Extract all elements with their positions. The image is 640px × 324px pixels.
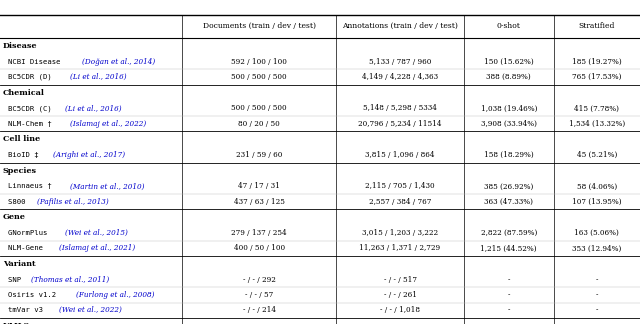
Text: 1,534 (13.32%): 1,534 (13.32%) — [569, 120, 625, 128]
Text: - / - / 1,018: - / - / 1,018 — [380, 306, 420, 314]
Text: 2,557 / 384 / 767: 2,557 / 384 / 767 — [369, 198, 431, 206]
Text: -: - — [596, 291, 598, 299]
Text: 592 / 100 / 100: 592 / 100 / 100 — [231, 58, 287, 66]
Text: 400 / 50 / 100: 400 / 50 / 100 — [234, 244, 285, 252]
Text: NCBI Disease: NCBI Disease — [8, 59, 65, 65]
Text: (Wei et al., 2022): (Wei et al., 2022) — [59, 306, 122, 314]
Text: Annotations (train / dev / test): Annotations (train / dev / test) — [342, 22, 458, 30]
Text: Gene: Gene — [3, 214, 26, 221]
Text: -: - — [508, 276, 510, 284]
Text: 231 / 59 / 60: 231 / 59 / 60 — [236, 151, 282, 159]
Text: BC5CDR (C): BC5CDR (C) — [8, 105, 52, 112]
Text: (Furlong et al., 2008): (Furlong et al., 2008) — [76, 291, 155, 299]
Text: 158 (18.29%): 158 (18.29%) — [484, 151, 534, 159]
Text: 58 (4.06%): 58 (4.06%) — [577, 182, 617, 191]
Text: 500 / 500 / 500: 500 / 500 / 500 — [232, 104, 287, 112]
Text: 20,796 / 5,234 / 11514: 20,796 / 5,234 / 11514 — [358, 120, 442, 128]
Text: 47 / 17 / 31: 47 / 17 / 31 — [238, 182, 280, 191]
Text: BC5CDR (D): BC5CDR (D) — [8, 74, 56, 80]
Text: 3,815 / 1,096 / 864: 3,815 / 1,096 / 864 — [365, 151, 435, 159]
Text: (Li et al., 2016): (Li et al., 2016) — [65, 104, 122, 112]
Text: 11,263 / 1,371 / 2,729: 11,263 / 1,371 / 2,729 — [360, 244, 440, 252]
Text: - / - / 214: - / - / 214 — [243, 306, 276, 314]
Text: - / - / 261: - / - / 261 — [383, 291, 417, 299]
Text: (Martin et al., 2010): (Martin et al., 2010) — [70, 182, 145, 191]
Text: 2,822 (87.59%): 2,822 (87.59%) — [481, 229, 537, 237]
Text: Cell line: Cell line — [3, 135, 40, 143]
Text: 437 / 63 / 125: 437 / 63 / 125 — [234, 198, 285, 206]
Text: 363 (47.33%): 363 (47.33%) — [484, 198, 533, 206]
Text: UMLS: UMLS — [3, 322, 29, 324]
Text: GNormPlus: GNormPlus — [8, 230, 52, 236]
Text: 388 (8.89%): 388 (8.89%) — [486, 73, 531, 81]
Text: Stratified: Stratified — [579, 22, 615, 30]
Text: (Arighi et al., 2017): (Arighi et al., 2017) — [54, 151, 125, 159]
Text: - / - / 292: - / - / 292 — [243, 276, 276, 284]
Text: -: - — [596, 306, 598, 314]
Text: 150 (15.62%): 150 (15.62%) — [484, 58, 534, 66]
Text: Chemical: Chemical — [3, 89, 44, 97]
Text: 0-shot: 0-shot — [497, 22, 521, 30]
Text: Variant: Variant — [3, 260, 35, 268]
Text: Disease: Disease — [3, 42, 37, 50]
Text: 385 (26.92%): 385 (26.92%) — [484, 182, 534, 191]
Text: -: - — [508, 306, 510, 314]
Text: Documents (train / dev / test): Documents (train / dev / test) — [203, 22, 316, 30]
Text: 5,148 / 5,298 / 5334: 5,148 / 5,298 / 5334 — [363, 104, 437, 112]
Text: (Islamaj et al., 2021): (Islamaj et al., 2021) — [59, 244, 136, 252]
Text: Species: Species — [3, 167, 36, 175]
Text: 1,215 (44.52%): 1,215 (44.52%) — [481, 244, 537, 252]
Text: 5,133 / 787 / 960: 5,133 / 787 / 960 — [369, 58, 431, 66]
Text: (Thomas et al., 2011): (Thomas et al., 2011) — [31, 276, 109, 284]
Text: 80 / 20 / 50: 80 / 20 / 50 — [238, 120, 280, 128]
Text: 765 (17.53%): 765 (17.53%) — [572, 73, 621, 81]
Text: NLM-Gene: NLM-Gene — [8, 245, 48, 251]
Text: (Doğan et al., 2014): (Doğan et al., 2014) — [82, 58, 155, 66]
Text: - / - / 57: - / - / 57 — [245, 291, 273, 299]
Text: 107 (13.95%): 107 (13.95%) — [572, 198, 621, 206]
Text: 3,015 / 1,203 / 3,222: 3,015 / 1,203 / 3,222 — [362, 229, 438, 237]
Text: 163 (5.06%): 163 (5.06%) — [574, 229, 620, 237]
Text: 415 (7.78%): 415 (7.78%) — [574, 104, 620, 112]
Text: (Pafilis et al., 2013): (Pafilis et al., 2013) — [36, 198, 108, 206]
Text: 45 (5.21%): 45 (5.21%) — [577, 151, 617, 159]
Text: tmVar v3: tmVar v3 — [8, 307, 48, 313]
Text: (Wei et al., 2015): (Wei et al., 2015) — [65, 229, 127, 237]
Text: 353 (12.94%): 353 (12.94%) — [572, 244, 621, 252]
Text: (Islamaj et al., 2022): (Islamaj et al., 2022) — [70, 120, 147, 128]
Text: 185 (19.27%): 185 (19.27%) — [572, 58, 621, 66]
Text: 279 / 137 / 254: 279 / 137 / 254 — [232, 229, 287, 237]
Text: 2,115 / 705 / 1,430: 2,115 / 705 / 1,430 — [365, 182, 435, 191]
Text: (Li et al., 2016): (Li et al., 2016) — [70, 73, 127, 81]
Text: - / - / 517: - / - / 517 — [383, 276, 417, 284]
Text: 1,038 (19.46%): 1,038 (19.46%) — [481, 104, 537, 112]
Text: S800: S800 — [8, 199, 30, 205]
Text: -: - — [508, 291, 510, 299]
Text: -: - — [596, 276, 598, 284]
Text: BioID ‡: BioID ‡ — [8, 152, 44, 158]
Text: Osiris v1.2: Osiris v1.2 — [8, 292, 61, 298]
Text: SNP: SNP — [8, 277, 26, 283]
Text: 3,908 (33.94%): 3,908 (33.94%) — [481, 120, 537, 128]
Text: 4,149 / 4,228 / 4,363: 4,149 / 4,228 / 4,363 — [362, 73, 438, 81]
Text: Linnaeus †: Linnaeus † — [8, 183, 56, 190]
Text: NLM-Chem †: NLM-Chem † — [8, 121, 56, 127]
Text: 500 / 500 / 500: 500 / 500 / 500 — [232, 73, 287, 81]
